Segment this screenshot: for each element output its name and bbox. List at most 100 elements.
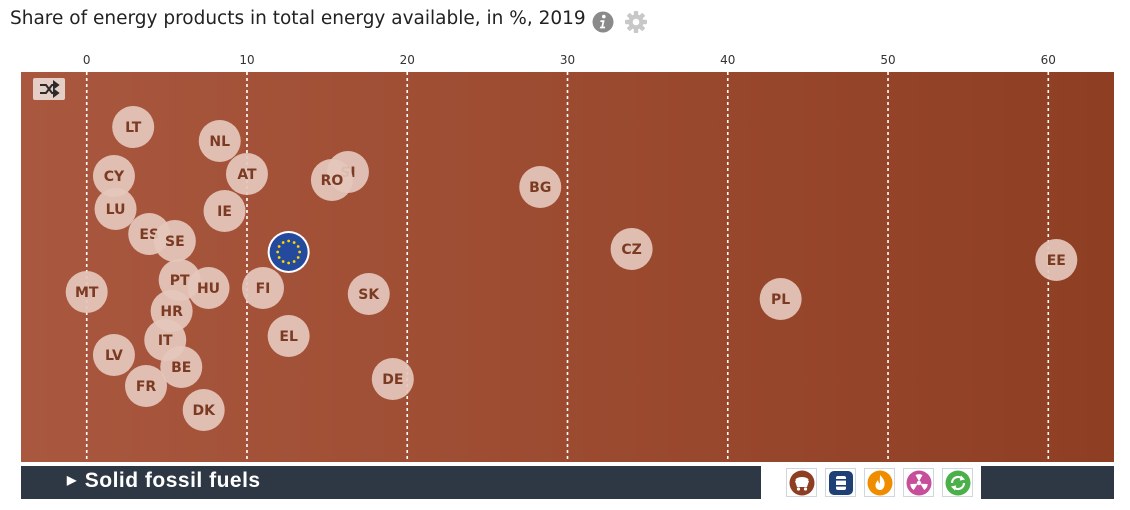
- country-code-label: IT: [158, 333, 173, 349]
- title-icons: [592, 11, 647, 33]
- bubble-circle: [153, 220, 196, 262]
- country-code-label: AT: [237, 167, 257, 183]
- country-code-label: DK: [192, 403, 216, 419]
- radiation-icon: [906, 470, 931, 495]
- eu-star: [292, 241, 296, 244]
- country-bubble-fr[interactable]: FR: [125, 365, 168, 407]
- eu-star: [281, 241, 285, 244]
- country-code-label: EE: [1047, 253, 1066, 269]
- shuffle-icon: [40, 80, 60, 98]
- nuclear-button[interactable]: [903, 468, 934, 497]
- x-tick-label: 30: [560, 53, 575, 67]
- country-code-label: CZ: [621, 242, 641, 258]
- country-code-label: BG: [529, 180, 551, 196]
- bubble-circle: [267, 315, 310, 357]
- country-bubble-bg[interactable]: BG: [519, 166, 562, 208]
- eu-star: [296, 245, 300, 248]
- flame-icon: [867, 470, 892, 495]
- x-tick-label: 60: [1041, 53, 1056, 67]
- eu-star: [281, 260, 285, 263]
- chart-title: Share of energy products in total energy…: [10, 8, 586, 29]
- country-code-label: MT: [75, 285, 99, 301]
- country-bubble-de[interactable]: DE: [371, 358, 414, 400]
- bubble-circle: [1035, 239, 1078, 281]
- country-bubble-hu[interactable]: HU: [187, 267, 230, 309]
- bubble-circle: [112, 106, 155, 148]
- country-bubble-lu[interactable]: LU: [94, 188, 137, 230]
- recycle-icon: [945, 470, 970, 495]
- country-bubble-ee[interactable]: EE: [1035, 239, 1078, 281]
- country-code-label: FR: [136, 379, 157, 395]
- eu-flag-icon: [269, 233, 308, 271]
- bubble-circle: [610, 228, 653, 270]
- country-code-label: IE: [217, 204, 232, 220]
- country-code-label: LT: [125, 120, 142, 136]
- country-bubble-cz[interactable]: CZ: [610, 228, 653, 270]
- country-bubble-el[interactable]: EL: [267, 315, 310, 357]
- country-bubble-eu[interactable]: [267, 231, 310, 273]
- country-bubble-lv[interactable]: LV: [92, 334, 135, 376]
- info-icon[interactable]: [592, 11, 614, 33]
- bubble-circle: [241, 267, 284, 309]
- renewables-button[interactable]: [942, 468, 973, 497]
- settings-gear-icon[interactable]: [625, 11, 647, 33]
- eu-star: [287, 261, 291, 265]
- country-bubble-fi[interactable]: FI: [241, 267, 284, 309]
- coal-cart-icon: [789, 470, 814, 495]
- country-bubble-dk[interactable]: DK: [182, 389, 225, 431]
- bubble-circle: [182, 389, 225, 431]
- eu-star: [298, 250, 302, 254]
- country-code-label: BE: [171, 360, 191, 376]
- shuffle-button[interactable]: [33, 78, 65, 100]
- x-tick-label: 40: [720, 53, 735, 67]
- bubble-circle: [347, 273, 390, 315]
- country-bubble-lt[interactable]: LT: [112, 106, 155, 148]
- bubble-circle: [65, 271, 108, 313]
- bubble-circle: [125, 365, 168, 407]
- country-code-label: CY: [104, 169, 125, 185]
- country-code-label: SK: [358, 287, 380, 303]
- country-bubble-ro[interactable]: RO: [310, 159, 353, 201]
- country-bubble-ie[interactable]: IE: [203, 190, 246, 232]
- oil-barrel-icon: [828, 470, 853, 495]
- bubble-circle: [225, 153, 268, 195]
- bubble-circle: [187, 267, 230, 309]
- oil-button[interactable]: [825, 468, 856, 497]
- country-code-label: HR: [160, 304, 183, 320]
- x-tick-label: 10: [239, 53, 254, 67]
- selected-product[interactable]: ▶ Solid fossil fuels: [67, 469, 261, 493]
- eu-star: [276, 250, 280, 254]
- selected-product-label: Solid fossil fuels: [84, 469, 261, 492]
- solid-fossil-fuels-button[interactable]: [786, 468, 817, 497]
- country-bubble-cy[interactable]: CY: [92, 155, 135, 197]
- country-bubble-be[interactable]: BE: [160, 346, 203, 388]
- bubble-circle: [310, 159, 353, 201]
- country-code-label: RO: [321, 173, 344, 189]
- eu-star: [292, 260, 296, 263]
- bubble-circle: [92, 334, 135, 376]
- bubble-circle: [759, 278, 802, 320]
- country-bubble-se[interactable]: SE: [153, 220, 196, 262]
- eu-star: [277, 256, 281, 259]
- country-bubble-at[interactable]: AT: [225, 153, 268, 195]
- country-code-label: LV: [105, 348, 123, 364]
- country-code-label: LU: [106, 202, 126, 218]
- bubble-circle: [203, 190, 246, 232]
- product-selector-bar: ▶ Solid fossil fuels: [21, 466, 1114, 499]
- country-code-label: HU: [197, 281, 220, 297]
- bubble-circle: [92, 155, 135, 197]
- country-bubble-pl[interactable]: PL: [759, 278, 802, 320]
- country-bubble-sk[interactable]: SK: [347, 273, 390, 315]
- eu-star: [287, 239, 291, 243]
- expand-triangle-icon: ▶: [67, 473, 77, 487]
- country-bubble-nl[interactable]: NL: [198, 120, 241, 162]
- x-tick-label: 20: [400, 53, 415, 67]
- eu-star: [277, 245, 281, 248]
- natural-gas-button[interactable]: [864, 468, 895, 497]
- country-code-label: NL: [209, 134, 230, 150]
- x-tick-label: 50: [880, 53, 895, 67]
- country-bubble-mt[interactable]: MT: [65, 271, 108, 313]
- country-code-label: SE: [165, 234, 185, 250]
- eu-star: [296, 256, 300, 259]
- bubble-circle: [519, 166, 562, 208]
